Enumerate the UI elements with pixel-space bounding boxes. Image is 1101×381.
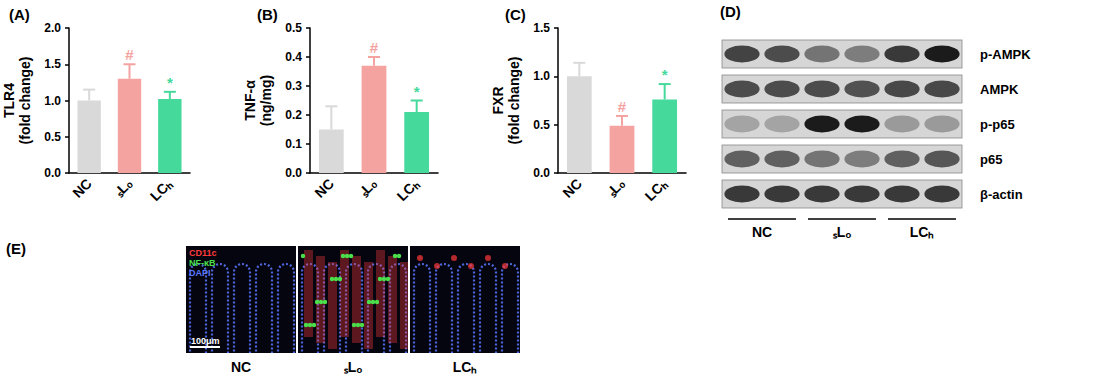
svg-text:1.5: 1.5 xyxy=(533,21,550,35)
svg-text:NC: NC xyxy=(752,224,772,240)
svg-text:p-AMPK: p-AMPK xyxy=(980,47,1031,62)
svg-text:ₛLₒ: ₛLₒ xyxy=(603,175,627,199)
svg-text:*: * xyxy=(167,74,173,91)
svg-text:0.2: 0.2 xyxy=(285,108,302,122)
svg-text:ₛLₒ: ₛLₒ xyxy=(344,359,363,375)
svg-text:CD11c: CD11c xyxy=(189,248,217,258)
svg-text:(C): (C) xyxy=(505,6,526,23)
svg-text:0.3: 0.3 xyxy=(285,79,302,93)
svg-text:0.5: 0.5 xyxy=(533,118,550,132)
svg-text:LCₕ: LCₕ xyxy=(642,175,671,204)
svg-text:0.0: 0.0 xyxy=(44,166,61,180)
svg-text:2.0: 2.0 xyxy=(44,21,61,35)
svg-text:1.5: 1.5 xyxy=(44,57,61,71)
svg-text:DAPI: DAPI xyxy=(189,268,211,278)
svg-text:β-actin: β-actin xyxy=(980,187,1023,202)
svg-text:0.0: 0.0 xyxy=(285,166,302,180)
svg-text:(B): (B) xyxy=(257,6,278,23)
svg-text:(A): (A) xyxy=(9,6,30,23)
svg-text:*: * xyxy=(662,66,668,83)
svg-text:0.4: 0.4 xyxy=(285,50,302,64)
svg-text:NC: NC xyxy=(231,359,251,375)
svg-text:ₛLₒ: ₛLₒ xyxy=(355,175,379,199)
svg-text:#: # xyxy=(125,46,134,63)
svg-text:#: # xyxy=(370,39,379,56)
svg-text:ₛLₒ: ₛLₒ xyxy=(111,175,135,199)
svg-text:LCₕ: LCₕ xyxy=(147,175,176,204)
svg-text:NC: NC xyxy=(69,175,95,201)
svg-text:(ng/mg): (ng/mg) xyxy=(258,75,274,126)
svg-text:LCₕ: LCₕ xyxy=(453,359,478,375)
svg-text:TLR4: TLR4 xyxy=(1,83,17,118)
svg-text:TNF-α: TNF-α xyxy=(242,80,258,121)
svg-text:p-p65: p-p65 xyxy=(980,117,1015,132)
svg-text:LCₕ: LCₕ xyxy=(910,224,935,240)
svg-text:AMPK: AMPK xyxy=(980,82,1019,97)
svg-text:#: # xyxy=(618,98,627,115)
svg-text:(D): (D) xyxy=(720,3,741,20)
svg-text:(E): (E) xyxy=(6,240,26,257)
svg-text:0.1: 0.1 xyxy=(285,137,302,151)
svg-text:0.0: 0.0 xyxy=(533,166,550,180)
svg-text:NC: NC xyxy=(311,175,337,201)
svg-text:ₛLₒ: ₛLₒ xyxy=(833,224,852,240)
svg-text:0.5: 0.5 xyxy=(44,130,61,144)
svg-text:NC: NC xyxy=(559,175,585,201)
svg-text:(fold change): (fold change) xyxy=(17,57,33,145)
svg-text:0.5: 0.5 xyxy=(285,21,302,35)
svg-text:1.0: 1.0 xyxy=(44,94,61,108)
svg-text:100μm: 100μm xyxy=(191,336,220,346)
svg-text:LCₕ: LCₕ xyxy=(394,175,423,204)
svg-text:p65: p65 xyxy=(980,152,1002,167)
svg-text:NF-κB: NF-κB xyxy=(189,258,216,268)
svg-text:(fold change): (fold change) xyxy=(506,57,522,145)
svg-text:*: * xyxy=(414,83,420,100)
svg-text:FXR: FXR xyxy=(490,87,506,115)
svg-text:1.0: 1.0 xyxy=(533,69,550,83)
